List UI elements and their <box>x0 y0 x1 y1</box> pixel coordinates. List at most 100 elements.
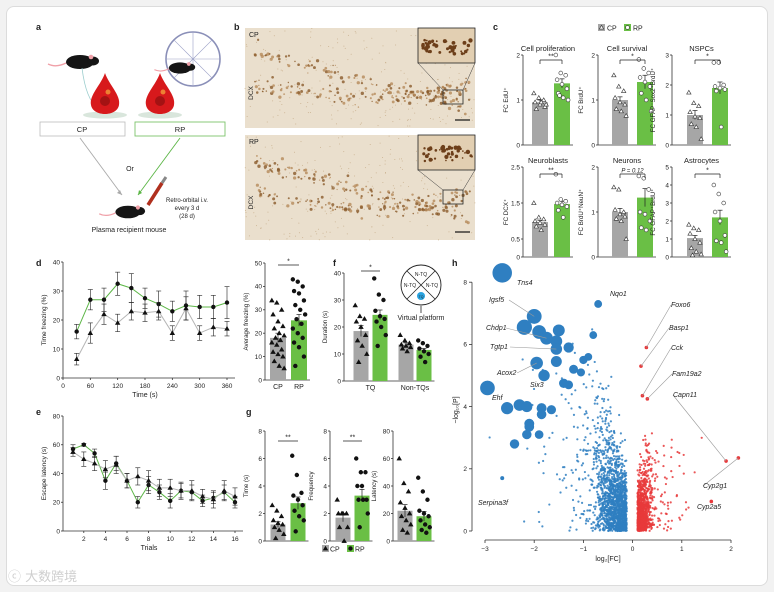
volcano-point-down <box>593 514 596 517</box>
volcano-point-down <box>619 512 622 516</box>
volcano-point-down <box>625 490 628 493</box>
y-tick-label: 8 <box>258 428 262 435</box>
volcano-point-down <box>607 441 610 444</box>
dcx-cell <box>340 203 342 205</box>
volcano-point-down <box>612 528 615 531</box>
dcx-cell <box>454 191 457 194</box>
volcano-point-down <box>592 486 595 489</box>
volcano-point-up <box>651 522 654 526</box>
gene-label: Six3 <box>530 382 544 389</box>
texture-dot <box>400 167 402 169</box>
dcx-cell <box>340 181 342 184</box>
dcx-cell <box>255 159 259 163</box>
data-point-rp <box>135 500 141 505</box>
y-tick-label: 1 <box>665 236 669 243</box>
dcx-cell <box>417 212 419 214</box>
volcano-point-down <box>597 482 600 486</box>
texture-dot <box>336 66 338 68</box>
volcano-point-down <box>609 459 613 462</box>
data-point-rp <box>642 79 648 85</box>
volcano-point-down <box>604 462 607 465</box>
texture-dot <box>332 60 334 62</box>
volcano-point-down <box>521 358 524 361</box>
rp-plasma-drop <box>138 73 182 119</box>
dcx-cell <box>390 193 394 197</box>
volcano-point-down <box>488 436 491 439</box>
dcx-cell <box>457 105 460 108</box>
data-point-rp <box>553 52 559 58</box>
inset-cell <box>446 152 451 156</box>
volcano-point-down <box>602 476 605 479</box>
data-point-cp <box>145 477 152 483</box>
volcano-point-up <box>664 523 667 526</box>
dcx-cell <box>376 84 378 86</box>
volcano-point-down <box>623 464 626 468</box>
texture-dot <box>472 175 474 177</box>
inset-cell <box>450 150 454 154</box>
dcx-cell <box>345 94 349 98</box>
series-line-rp <box>76 283 228 332</box>
data-point-rp <box>559 82 565 87</box>
volcano-point-down <box>612 450 615 453</box>
gene-label: Tns4 <box>517 280 533 287</box>
volcano-point-up <box>638 471 641 474</box>
gene-label: Ehf <box>492 395 504 402</box>
texture-dot <box>341 136 343 138</box>
inset-cell <box>431 41 434 44</box>
volcano-point-down <box>603 437 606 440</box>
volcano-point-down <box>597 473 600 476</box>
injection-note: Retro-orbital i.v. <box>166 198 208 204</box>
dcx-cell <box>259 192 263 196</box>
texture-dot <box>345 198 347 200</box>
y-tick-label: 80 <box>383 428 391 435</box>
texture-dot <box>300 141 302 143</box>
wheel-spoke <box>192 39 213 60</box>
texture-dot <box>344 88 346 90</box>
running-wheel-icon <box>165 31 221 87</box>
volcano-point-up <box>640 520 643 523</box>
y-tick-label: 2.5 <box>511 164 520 171</box>
volcano-point-down <box>538 520 541 524</box>
texture-dot <box>474 202 476 204</box>
dcx-cell <box>355 192 359 195</box>
volcano-point-up <box>642 473 646 476</box>
volcano-point-down <box>600 427 603 430</box>
texture-dot <box>365 91 367 93</box>
volcano-point-up <box>643 497 646 501</box>
data-point-rp <box>293 302 298 308</box>
texture-dot <box>250 145 252 147</box>
volcano-point-up <box>649 494 652 497</box>
texture-dot <box>403 72 405 74</box>
data-point-cp <box>617 211 623 217</box>
texture-dot <box>281 104 283 106</box>
volcano-point-down <box>575 489 578 492</box>
volcano-point-down <box>616 483 619 486</box>
texture-dot <box>284 30 286 32</box>
dcx-cell <box>402 96 405 100</box>
volcano-point-down <box>610 513 613 516</box>
volcano-point-down <box>599 425 603 429</box>
data-point-rp <box>648 109 654 114</box>
data-point-rp <box>357 525 362 530</box>
texture-dot <box>404 89 406 91</box>
texture-dot <box>308 59 310 61</box>
dcx-cell <box>333 71 337 74</box>
volcano-point-down <box>574 468 577 471</box>
data-point-cp <box>403 343 409 348</box>
data-point-rp <box>290 326 296 331</box>
dcx-cell <box>378 206 380 208</box>
texture-dot <box>370 177 372 179</box>
texture-dot <box>402 198 404 200</box>
volcano-point-up <box>653 487 656 490</box>
data-point-cp <box>210 324 217 330</box>
syringe-plunger <box>160 176 168 184</box>
volcano-point-down <box>595 446 599 450</box>
highlighted-point <box>501 402 514 415</box>
blood-drop <box>145 73 175 114</box>
data-point-cp <box>361 316 368 321</box>
data-point-rp <box>712 209 718 215</box>
y-tick-label: 1.5 <box>511 200 520 207</box>
volcano-point-down <box>602 457 605 460</box>
texture-dot <box>338 137 340 139</box>
texture-dot <box>364 167 366 169</box>
